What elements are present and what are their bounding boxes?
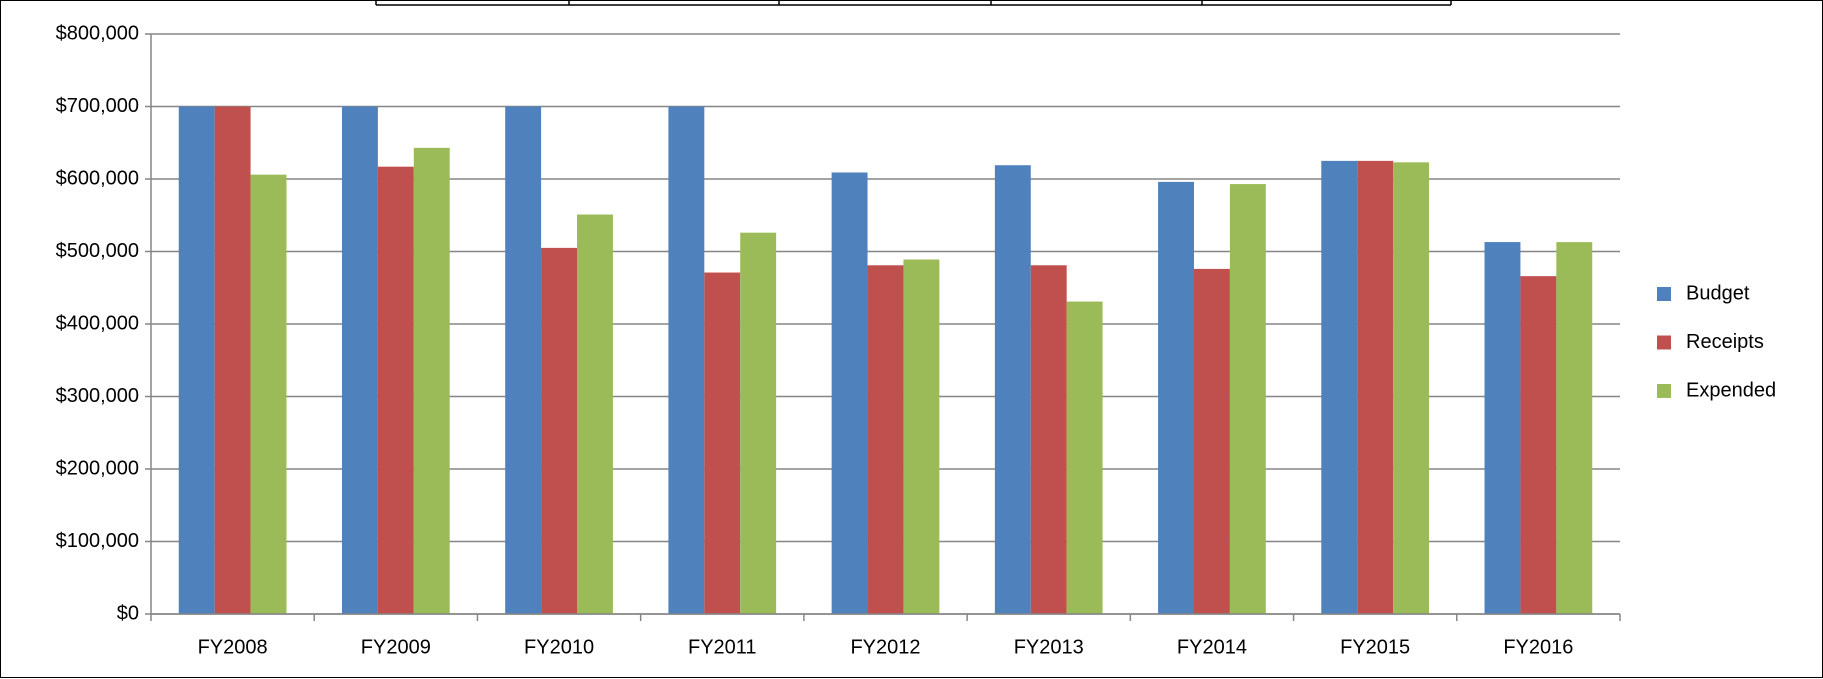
bar bbox=[541, 247, 578, 614]
bar bbox=[1357, 160, 1394, 614]
x-tick-label: FY2011 bbox=[688, 636, 757, 658]
legend-swatch bbox=[1657, 384, 1671, 398]
bar bbox=[178, 106, 215, 614]
y-tick-label: $700,000 bbox=[56, 95, 139, 117]
bar bbox=[668, 106, 705, 614]
bar bbox=[1193, 268, 1230, 614]
legend-label: Budget bbox=[1686, 282, 1750, 304]
y-tick-label: $0 bbox=[117, 602, 139, 624]
y-tick-label: $100,000 bbox=[56, 530, 139, 552]
bar bbox=[1556, 242, 1593, 614]
y-tick-label: $500,000 bbox=[56, 240, 139, 262]
bar bbox=[1520, 276, 1557, 614]
bar bbox=[250, 174, 287, 614]
legend-label: Receipts bbox=[1686, 331, 1764, 353]
bar bbox=[377, 166, 414, 615]
bar bbox=[1030, 265, 1067, 614]
bar bbox=[1321, 160, 1358, 614]
table-edge bbox=[375, 0, 1452, 6]
bar bbox=[867, 265, 904, 614]
y-tick-label: $300,000 bbox=[56, 385, 139, 407]
bar bbox=[341, 106, 378, 614]
legend-label: Expended bbox=[1686, 379, 1776, 401]
x-tick-label: FY2010 bbox=[524, 636, 594, 658]
bar bbox=[1484, 242, 1521, 614]
x-tick-label: FY2015 bbox=[1340, 636, 1410, 658]
bar bbox=[1158, 181, 1194, 614]
x-tick-label: FY2014 bbox=[1177, 636, 1247, 658]
legend-swatch bbox=[1657, 287, 1671, 301]
bar bbox=[413, 147, 450, 614]
y-tick-label: $400,000 bbox=[56, 312, 139, 334]
x-tick-label: FY2016 bbox=[1503, 636, 1573, 658]
bar bbox=[740, 232, 777, 614]
bar bbox=[903, 259, 940, 614]
bar bbox=[994, 165, 1031, 614]
bar bbox=[704, 272, 741, 614]
y-tick-label: $600,000 bbox=[56, 167, 139, 189]
bar bbox=[831, 172, 868, 614]
y-tick-label: $800,000 bbox=[56, 22, 139, 44]
legend-swatch bbox=[1657, 335, 1671, 350]
bar bbox=[1229, 184, 1266, 614]
x-tick-label: FY2008 bbox=[198, 636, 268, 658]
bar bbox=[505, 106, 542, 614]
bar bbox=[577, 214, 613, 614]
x-tick-label: FY2012 bbox=[850, 636, 920, 658]
bar bbox=[214, 106, 251, 614]
bar bbox=[1066, 301, 1103, 614]
bar bbox=[1393, 162, 1430, 614]
x-tick-label: FY2009 bbox=[361, 636, 431, 658]
x-tick-label: FY2013 bbox=[1014, 636, 1084, 658]
y-tick-label: $200,000 bbox=[56, 457, 139, 479]
